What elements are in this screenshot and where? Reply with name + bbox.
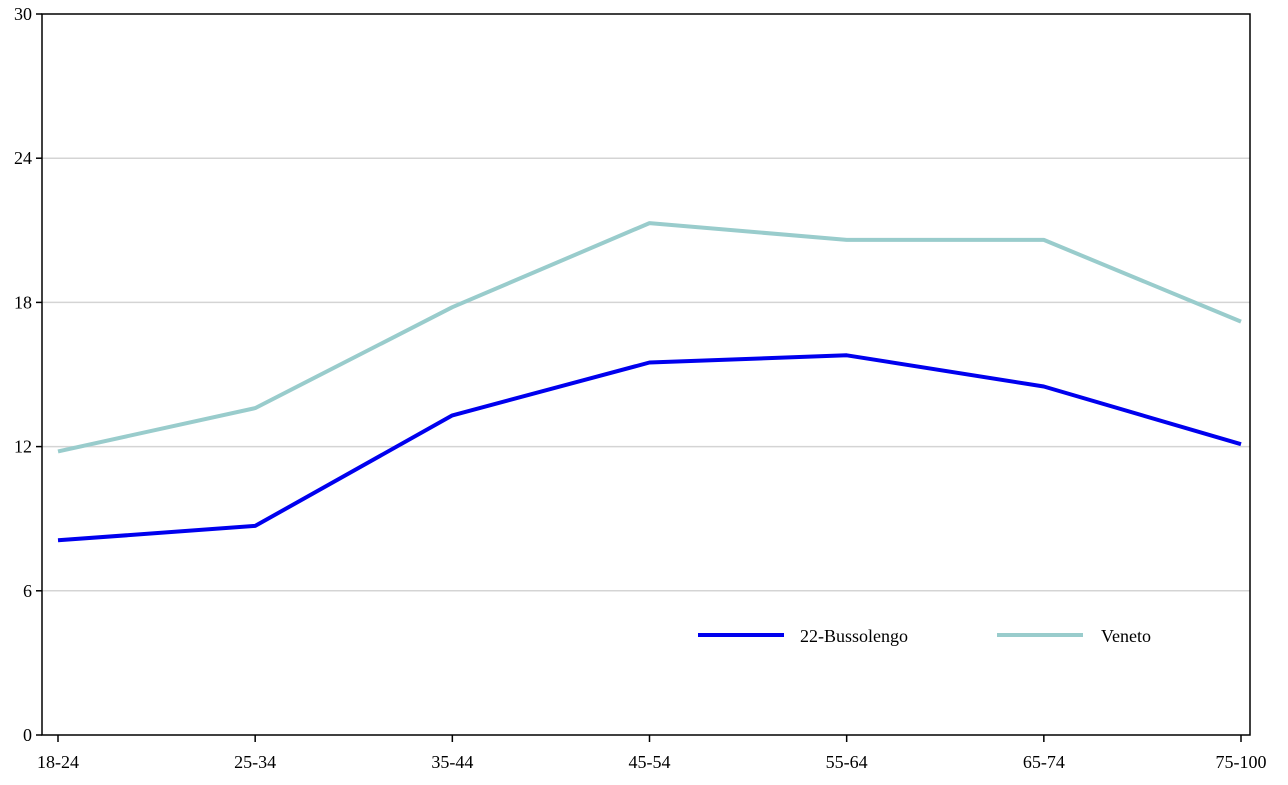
series-line-1: [57, 353, 1242, 543]
plot-border: [41, 13, 1251, 736]
y-tick-label: 18: [14, 292, 32, 312]
grid-lines: [42, 157, 1250, 592]
y-tick-label: 0: [23, 725, 32, 745]
x-tick-label: 25-34: [234, 752, 276, 772]
y-tick-label: 30: [14, 4, 32, 24]
x-tick-label: 65-74: [1023, 752, 1065, 772]
x-axis-ticks: 18-24 25-34 35-44 45-54 55-64 65-74 75-100: [37, 735, 1267, 772]
y-axis-ticks: 0 6 12 18 24 30: [14, 4, 42, 745]
x-tick-label: 45-54: [629, 752, 671, 772]
series-lines: [57, 221, 1242, 543]
x-tick-label: 18-24: [37, 752, 79, 772]
legend-label-2: Veneto: [1101, 626, 1151, 646]
series-line-2: [57, 221, 1242, 454]
y-tick-label: 12: [14, 437, 32, 457]
legend-label-1: 22-Bussolengo: [800, 626, 908, 646]
x-tick-label: 75-100: [1216, 752, 1267, 772]
y-tick-label: 6: [23, 581, 32, 601]
x-tick-label: 35-44: [431, 752, 473, 772]
x-tick-label: 55-64: [826, 752, 868, 772]
plot-frame: [41, 13, 1251, 736]
legend: 22-Bussolengo Veneto: [698, 626, 1151, 646]
y-tick-label: 24: [14, 148, 32, 168]
